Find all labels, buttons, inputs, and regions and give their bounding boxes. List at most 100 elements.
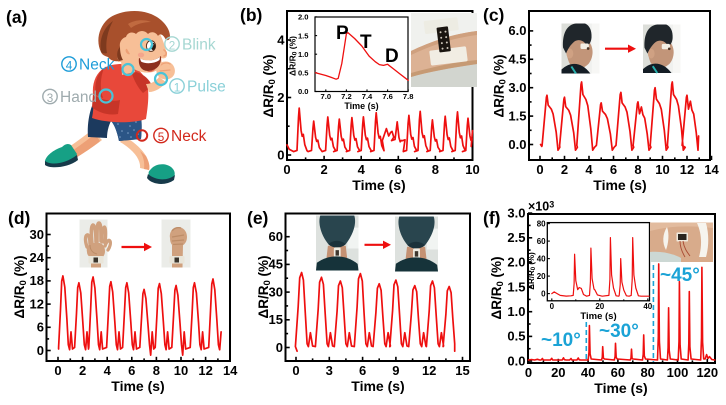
svg-text:9: 9 xyxy=(392,363,399,378)
svg-text:6: 6 xyxy=(37,320,44,335)
svg-text:7.4: 7.4 xyxy=(362,92,373,101)
svg-text:4: 4 xyxy=(585,162,593,177)
svg-text:3: 3 xyxy=(47,92,54,105)
svg-text:ΔR/R0 (%): ΔR/R0 (%) xyxy=(492,55,509,118)
svg-text:0.0: 0.0 xyxy=(507,353,525,368)
svg-text:1.0: 1.0 xyxy=(298,50,309,59)
svg-text:~10°: ~10° xyxy=(541,330,581,351)
svg-text:30: 30 xyxy=(269,284,283,299)
svg-text:14: 14 xyxy=(223,363,238,378)
svg-text:1.5: 1.5 xyxy=(507,279,525,294)
svg-text:2: 2 xyxy=(169,39,176,52)
svg-text:0.5: 0.5 xyxy=(507,329,525,344)
svg-text:(c): (c) xyxy=(483,5,504,25)
svg-text:7.8: 7.8 xyxy=(403,92,414,101)
svg-text:ΔR/R0 (%): ΔR/R0 (%) xyxy=(527,252,537,290)
svg-text:1.5: 1.5 xyxy=(298,31,309,40)
svg-text:2.0: 2.0 xyxy=(298,13,309,22)
svg-text:10: 10 xyxy=(174,363,188,378)
svg-text:8: 8 xyxy=(153,363,160,378)
svg-text:~30°: ~30° xyxy=(599,321,639,342)
svg-text:0: 0 xyxy=(292,363,299,378)
svg-text:2: 2 xyxy=(277,90,284,105)
svg-text:60: 60 xyxy=(537,237,546,246)
svg-text:T: T xyxy=(360,32,372,53)
svg-text:3: 3 xyxy=(326,363,333,378)
svg-text:0: 0 xyxy=(54,363,61,378)
svg-text:20: 20 xyxy=(595,302,604,311)
svg-text:120: 120 xyxy=(696,365,718,380)
svg-text:(d): (d) xyxy=(8,208,30,228)
svg-text:Time (s): Time (s) xyxy=(351,378,404,394)
svg-text:2.0: 2.0 xyxy=(507,255,525,270)
svg-text:Time (s): Time (s) xyxy=(593,177,646,193)
svg-text:Blink: Blink xyxy=(182,37,216,54)
svg-text:(e): (e) xyxy=(247,208,268,228)
svg-text:Time (s): Time (s) xyxy=(580,311,616,322)
svg-text:12: 12 xyxy=(422,363,436,378)
svg-text:100: 100 xyxy=(667,365,689,380)
svg-text:0: 0 xyxy=(277,147,284,162)
svg-text:Neck: Neck xyxy=(79,57,115,74)
svg-text:0: 0 xyxy=(541,290,546,299)
svg-text:60: 60 xyxy=(269,229,283,244)
svg-text:Time (s): Time (s) xyxy=(352,177,405,193)
svg-text:D: D xyxy=(385,46,399,67)
svg-text:Pulse: Pulse xyxy=(187,79,226,96)
svg-text:24: 24 xyxy=(30,250,45,265)
svg-text:0: 0 xyxy=(536,162,543,177)
svg-text:40: 40 xyxy=(581,365,595,380)
svg-text:0: 0 xyxy=(276,340,283,355)
svg-text:4: 4 xyxy=(104,363,112,378)
svg-text:7.2: 7.2 xyxy=(341,92,352,101)
svg-text:ΔR/R0 (%): ΔR/R0 (%) xyxy=(288,36,299,76)
svg-text:~45°: ~45° xyxy=(660,265,700,286)
svg-text:1.0: 1.0 xyxy=(507,304,525,319)
svg-text:ΔR/R0 (%): ΔR/R0 (%) xyxy=(12,256,29,319)
svg-text:0.5: 0.5 xyxy=(298,69,309,78)
svg-text:10: 10 xyxy=(655,162,669,177)
svg-text:2: 2 xyxy=(320,162,327,177)
svg-text:6: 6 xyxy=(128,363,135,378)
svg-text:4: 4 xyxy=(277,32,285,47)
svg-text:6: 6 xyxy=(359,363,366,378)
svg-text:4.5: 4.5 xyxy=(508,52,526,67)
svg-text:Neck: Neck xyxy=(171,128,207,145)
svg-text:40: 40 xyxy=(537,255,546,264)
svg-text:×103: ×103 xyxy=(528,200,554,214)
svg-text:12: 12 xyxy=(680,162,694,177)
svg-text:15: 15 xyxy=(269,312,283,327)
svg-text:0: 0 xyxy=(283,162,290,177)
svg-text:ΔR/R0 (%): ΔR/R0 (%) xyxy=(256,256,273,319)
svg-text:14: 14 xyxy=(704,162,719,177)
svg-text:0: 0 xyxy=(525,365,532,380)
svg-text:2: 2 xyxy=(79,363,86,378)
svg-text:1: 1 xyxy=(174,81,181,94)
svg-text:45: 45 xyxy=(269,257,283,272)
svg-text:30: 30 xyxy=(30,227,44,242)
svg-text:8: 8 xyxy=(432,162,439,177)
svg-text:Time (s): Time (s) xyxy=(344,101,378,111)
svg-text:1.5: 1.5 xyxy=(508,108,526,123)
svg-text:0.0: 0.0 xyxy=(508,137,526,152)
svg-text:4: 4 xyxy=(358,162,366,177)
svg-text:8: 8 xyxy=(634,162,641,177)
svg-text:Hand: Hand xyxy=(60,89,97,106)
svg-text:15: 15 xyxy=(455,363,469,378)
svg-text:3.0: 3.0 xyxy=(507,205,525,220)
svg-text:P: P xyxy=(336,23,349,44)
svg-text:20: 20 xyxy=(551,365,565,380)
svg-text:60: 60 xyxy=(611,365,625,380)
svg-text:4: 4 xyxy=(66,59,73,72)
svg-text:40: 40 xyxy=(643,302,652,311)
svg-text:0.0: 0.0 xyxy=(298,87,309,96)
svg-text:(f): (f) xyxy=(483,208,500,228)
svg-text:0: 0 xyxy=(550,302,555,311)
svg-text:20: 20 xyxy=(537,272,546,281)
svg-text:ΔR/R0 (%): ΔR/R0 (%) xyxy=(489,257,506,320)
svg-text:0: 0 xyxy=(37,343,44,358)
svg-text:6: 6 xyxy=(610,162,617,177)
svg-text:(a): (a) xyxy=(6,7,27,27)
svg-text:Time (s): Time (s) xyxy=(594,380,647,396)
svg-text:6.0: 6.0 xyxy=(508,23,526,38)
